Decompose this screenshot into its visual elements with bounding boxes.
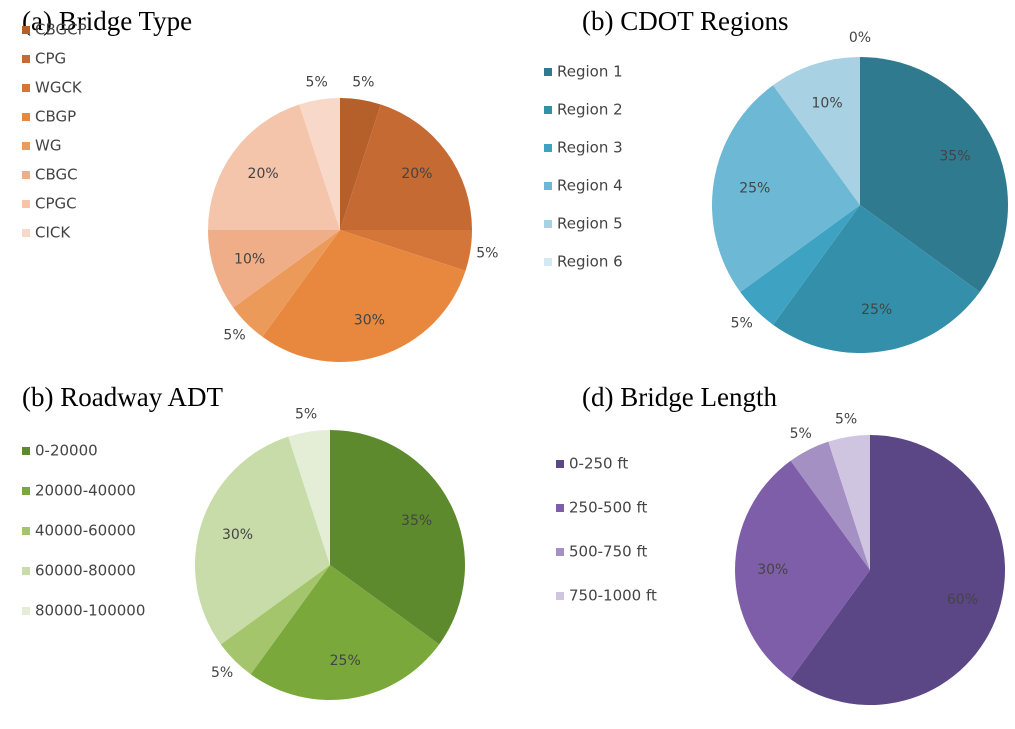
legend-swatch <box>22 200 30 208</box>
pie-slice <box>299 98 340 230</box>
legend-label: 0-20000 <box>35 442 98 460</box>
legend-label: Region 3 <box>557 139 623 157</box>
data-label: 5% <box>476 245 498 261</box>
legend-swatch <box>22 113 30 121</box>
pie-slice <box>330 430 465 645</box>
legend-swatch <box>22 229 30 237</box>
legend-swatch <box>22 487 30 495</box>
data-label: 25% <box>330 653 361 669</box>
chart-title: (d) Bridge Length <box>582 382 777 412</box>
pie-slice <box>860 57 1009 292</box>
data-label: 30% <box>354 312 385 328</box>
pie-slice <box>195 436 330 645</box>
chart-title: (b) CDOT Regions <box>582 6 789 36</box>
data-label: 30% <box>757 562 788 578</box>
legend-swatch <box>556 460 564 468</box>
pie-slice <box>773 57 860 205</box>
data-label: 20% <box>248 166 279 182</box>
legend-swatch <box>22 142 30 150</box>
pie-slice <box>773 205 980 353</box>
legend-label: Region 4 <box>557 177 623 195</box>
legend-swatch <box>544 68 552 76</box>
pie-slice <box>340 98 381 230</box>
legend-label: Region 2 <box>557 101 623 119</box>
pie-slice <box>208 230 340 308</box>
data-label: 5% <box>306 75 328 91</box>
legend-swatch <box>22 567 30 575</box>
legend-label: CPG <box>35 50 66 68</box>
data-label: 5% <box>295 406 317 422</box>
legend-label: 20000-40000 <box>35 482 136 500</box>
legend-label: 60000-80000 <box>35 562 136 580</box>
legend-swatch <box>22 55 30 63</box>
legend-swatch <box>544 144 552 152</box>
pie-slice <box>790 441 870 570</box>
legend-swatch <box>544 106 552 114</box>
legend-swatch <box>544 220 552 228</box>
data-label: 10% <box>812 96 843 112</box>
legend-label: 500-750 ft <box>569 543 647 561</box>
chart-title: (a) Bridge Type <box>22 6 192 36</box>
legend-label: Region 6 <box>557 253 623 271</box>
data-label: 0% <box>849 30 871 46</box>
data-label: 30% <box>222 527 253 543</box>
pie-slice <box>734 460 870 680</box>
legend-label: 80000-100000 <box>35 602 145 620</box>
data-label: 5% <box>790 426 812 442</box>
pie-slice <box>262 230 466 363</box>
legend-swatch <box>556 504 564 512</box>
legend-swatch <box>22 527 30 535</box>
legend-label: WG <box>35 137 61 155</box>
data-label: 35% <box>401 513 432 529</box>
data-label: 5% <box>835 411 857 427</box>
data-label: 60% <box>947 592 978 608</box>
chart-title: (b) Roadway ADT <box>22 382 223 412</box>
data-label: 20% <box>401 166 432 182</box>
legend-label: WGCK <box>35 79 83 97</box>
legend-swatch <box>556 548 564 556</box>
legend-swatch <box>544 258 552 266</box>
legend-label: 40000-60000 <box>35 522 136 540</box>
data-label: 25% <box>861 302 892 318</box>
legend-swatch <box>22 447 30 455</box>
legend-label: Region 1 <box>557 63 623 81</box>
pie-slice <box>828 435 870 570</box>
legend-label: CBGCP <box>35 21 87 39</box>
data-label: 5% <box>731 315 753 331</box>
pie-slice <box>208 104 340 230</box>
legend-label: CPGC <box>35 195 77 213</box>
pie-slice <box>233 230 340 337</box>
legend-label: 250-500 ft <box>569 499 647 517</box>
legend-swatch <box>22 84 30 92</box>
legend-swatch <box>22 607 30 615</box>
pie-slice <box>250 565 440 700</box>
data-label: 35% <box>939 149 970 165</box>
pie-slice <box>220 565 330 675</box>
pie-slice <box>340 230 472 271</box>
legend-label: Region 5 <box>557 215 623 233</box>
data-label: 25% <box>739 180 770 196</box>
legend-label: CBGC <box>35 166 78 184</box>
legend-swatch <box>22 26 30 34</box>
legend-label: 750-1000 ft <box>569 587 657 605</box>
legend-swatch <box>544 182 552 190</box>
pie-slice <box>740 205 860 325</box>
data-label: 5% <box>223 327 245 343</box>
pie-slice <box>711 85 860 292</box>
data-label: 5% <box>352 75 374 91</box>
data-label: 10% <box>234 251 265 267</box>
legend-label: 0-250 ft <box>569 455 628 473</box>
legend-swatch <box>556 592 564 600</box>
pie-slice <box>790 435 1005 705</box>
pie-slice <box>340 104 472 230</box>
data-label: 5% <box>211 665 233 681</box>
legend-label: CICK <box>35 224 71 242</box>
pie-slice <box>288 430 330 565</box>
legend-label: CBGP <box>35 108 76 126</box>
legend-swatch <box>22 171 30 179</box>
